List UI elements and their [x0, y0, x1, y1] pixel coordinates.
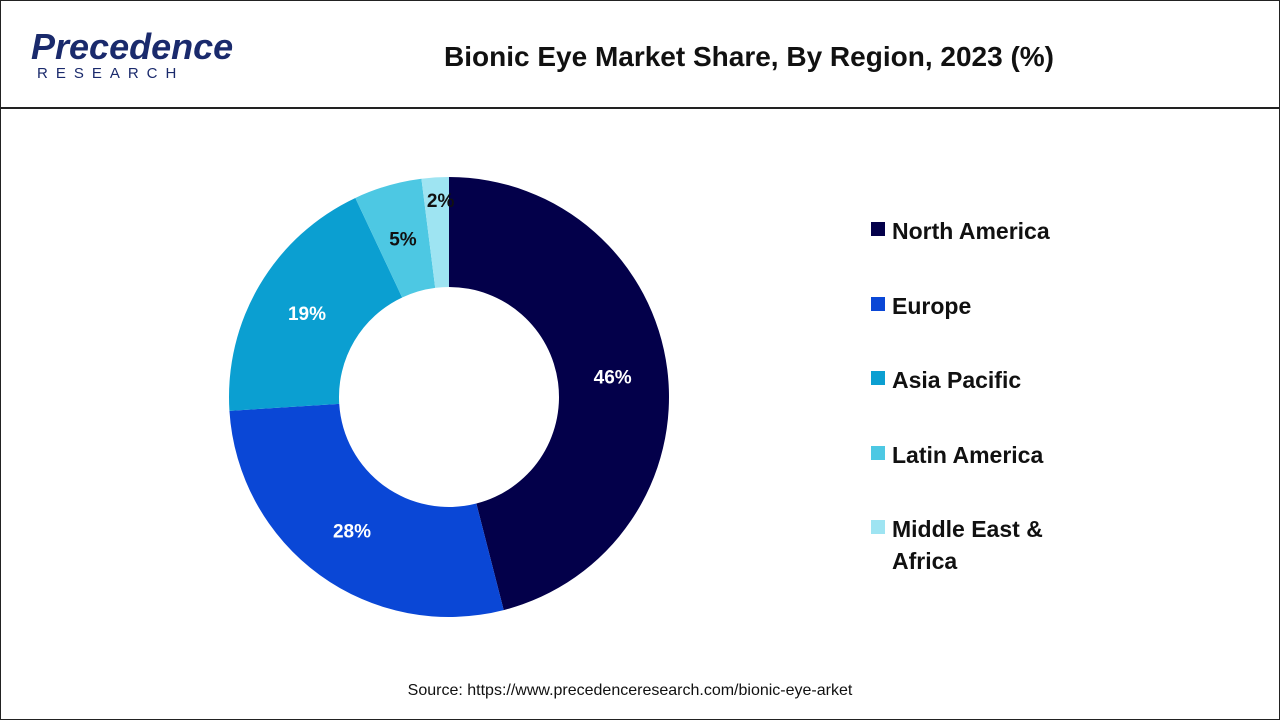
legend-item: Europe	[871, 290, 1092, 322]
value-label: 5%	[389, 230, 417, 251]
legend-item: Middle East & Africa	[871, 513, 1092, 577]
legend-swatch	[871, 445, 885, 460]
logo-name: Precedence	[31, 26, 233, 67]
legend-swatch	[871, 371, 885, 385]
legend-item: North America	[871, 215, 1092, 247]
donut-segment	[421, 177, 449, 288]
legend-swatch	[871, 222, 885, 236]
value-label: 2%	[427, 191, 455, 212]
legend-item: Latin America	[871, 439, 1092, 471]
legend-label: Europe	[892, 292, 972, 319]
legend-label: Middle East & Africa	[892, 516, 1043, 574]
legend-label: North America	[892, 218, 1050, 244]
legend-swatch	[871, 296, 885, 311]
value-label: 46%	[594, 367, 632, 388]
legend-label: Latin America	[892, 441, 1044, 468]
value-label: 19%	[288, 304, 326, 325]
source: Source: https://www.precedenceresearch.c…	[408, 682, 853, 699]
donut-segment	[355, 178, 436, 298]
legend-label: Asia Pacific	[892, 367, 1022, 393]
legend-item: Asia Pacific	[871, 364, 1092, 396]
donut-segment	[229, 403, 504, 618]
chart-title: Bionic Eye Market Share, By Region, 2023…	[444, 41, 1054, 72]
header	[1, 1, 1279, 109]
donut-segment	[449, 177, 669, 611]
donut-segment	[228, 197, 403, 411]
value-label: 28%	[333, 521, 371, 542]
legend-swatch	[871, 520, 885, 534]
logo-tagline: RESEARCH	[37, 65, 184, 82]
